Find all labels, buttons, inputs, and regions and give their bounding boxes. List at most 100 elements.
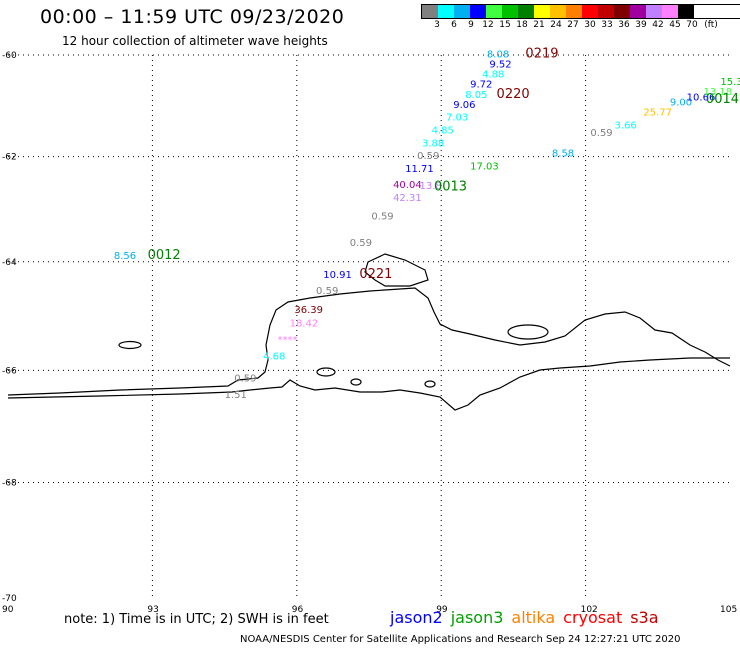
swh-label: 8.58 bbox=[552, 149, 574, 160]
lat-tick-label: -64 bbox=[2, 258, 17, 268]
lat-tick-label: -70 bbox=[2, 594, 17, 604]
legend-label: 24 bbox=[550, 20, 562, 30]
legend-label: 42 bbox=[652, 20, 664, 30]
swh-label: 17.03 bbox=[470, 162, 499, 173]
legend-label: 33 bbox=[601, 20, 613, 30]
coastline-path bbox=[7, 287, 731, 396]
islet-outline bbox=[118, 340, 142, 350]
swh-label: 9.00 bbox=[670, 97, 692, 108]
pass-time-label: 0014 bbox=[706, 92, 739, 107]
legend-swatch bbox=[534, 5, 550, 18]
swh-label: 0.59 bbox=[234, 373, 256, 384]
satellite-name: cryosat bbox=[563, 608, 623, 627]
swh-label: 7.03 bbox=[446, 113, 468, 124]
swh-label: 9.72 bbox=[470, 80, 492, 91]
legend-swatch bbox=[502, 5, 518, 18]
lon-tick-label: 102 bbox=[581, 605, 598, 615]
islet-outline bbox=[424, 380, 436, 388]
legend-label: 3 bbox=[434, 20, 440, 30]
units-note: note: 1) Time is in UTC; 2) SWH is in fe… bbox=[64, 612, 329, 627]
legend-swatch bbox=[630, 5, 646, 18]
swh-label: 4.68 bbox=[263, 351, 285, 362]
legend-swatch bbox=[422, 5, 438, 18]
islet-outline bbox=[316, 367, 336, 377]
swh-label: 4.88 bbox=[482, 70, 504, 81]
legend-label: 45 bbox=[669, 20, 681, 30]
lon-tick-label: 96 bbox=[292, 605, 304, 615]
legend-swatch bbox=[566, 5, 582, 18]
island-outline bbox=[364, 253, 429, 287]
legend-label: 12 bbox=[482, 20, 494, 30]
swh-label: 4.85 bbox=[432, 125, 454, 136]
swh-label: 11.71 bbox=[405, 164, 434, 175]
legend-swatch bbox=[454, 5, 470, 18]
map-title: 00:00 – 11:59 UTC 09/23/2020 bbox=[40, 6, 345, 28]
lat-tick-label: -62 bbox=[2, 153, 17, 163]
legend-swatch bbox=[486, 5, 502, 18]
swh-label: 0.59 bbox=[417, 151, 439, 162]
pass-time-label: 0220 bbox=[497, 87, 530, 102]
color-legend: 3 6 9 12 15 18 21 24 27 30 33 36 39 42 45 70 (ft) bbox=[421, 4, 740, 33]
swh-label: 8.05 bbox=[465, 90, 487, 101]
legend-swatch bbox=[662, 5, 678, 18]
lon-tick-label: 93 bbox=[147, 605, 158, 615]
legend-swatch bbox=[438, 5, 454, 18]
satellite-name: jason3 bbox=[450, 608, 504, 627]
legend-swatch bbox=[598, 5, 614, 18]
swh-label: **** bbox=[278, 335, 298, 346]
map-subtitle: 12 hour collection of altimeter wave hei… bbox=[62, 34, 328, 48]
legend-label: 6 bbox=[451, 20, 457, 30]
legend-swatch bbox=[470, 5, 486, 18]
legend-label: 21 bbox=[533, 20, 545, 30]
legend-label: 27 bbox=[567, 20, 579, 30]
swh-label: 10.66 bbox=[687, 92, 716, 103]
lon-tick-label: 99 bbox=[436, 605, 448, 615]
swh-label: 15.3 bbox=[720, 77, 740, 88]
wave-height-labels: 8.089.524.889.728.059.06 7.034.85 3.88 0.59… bbox=[114, 49, 740, 401]
swh-label: 1.51 bbox=[225, 390, 247, 401]
swh-label: 3.88 bbox=[422, 138, 444, 149]
swh-label: 0.59 bbox=[590, 128, 612, 139]
lon-tick-label: 105 bbox=[720, 605, 737, 615]
legend-label: 70 bbox=[686, 20, 698, 30]
swh-label: 40.04 bbox=[393, 180, 422, 191]
legend-swatch bbox=[550, 5, 566, 18]
pass-time-label: 0219 bbox=[525, 46, 558, 61]
pass-time-label: 0221 bbox=[359, 267, 392, 282]
satellite-legend: jason2 jason3 altika cryosat s3a bbox=[390, 608, 667, 627]
islet-outline bbox=[507, 324, 549, 340]
legend-swatch bbox=[582, 5, 598, 18]
swh-label: 36.39 bbox=[294, 305, 323, 316]
swh-label: 9.06 bbox=[453, 100, 475, 111]
swh-label: 42.31 bbox=[393, 193, 422, 204]
swh-label: 8.56 bbox=[114, 251, 136, 262]
antarctic-coastline bbox=[7, 253, 731, 411]
swh-label: 13.8 bbox=[420, 181, 442, 192]
legend-swatch bbox=[678, 5, 694, 18]
pass-time-labels: 0219 0220 0013 0012 0221 0014 bbox=[148, 46, 739, 281]
legend-swatch bbox=[646, 5, 662, 18]
legend-labels: 3 6 9 12 15 18 21 24 27 30 33 36 39 42 45 70 (ft) bbox=[421, 19, 740, 33]
swh-label: 0.59 bbox=[371, 211, 393, 222]
legend-label: 15 bbox=[499, 20, 511, 30]
pass-time-label: 0012 bbox=[148, 248, 181, 263]
swh-label: 0.59 bbox=[350, 238, 372, 249]
legend-label: 30 bbox=[584, 20, 596, 30]
satellite-name: s3a bbox=[630, 608, 659, 627]
legend-swatch bbox=[518, 5, 534, 18]
legend-label: 36 bbox=[618, 20, 630, 30]
islet-outline bbox=[350, 378, 362, 386]
swh-label: 25.77 bbox=[643, 108, 672, 119]
swh-label: 13.18 bbox=[704, 87, 733, 98]
lon-tick-label: 90 bbox=[2, 605, 14, 615]
swh-label: 8.08 bbox=[487, 49, 509, 60]
swh-label: 10.91 bbox=[323, 270, 352, 281]
ice-shelf-path bbox=[7, 357, 730, 411]
satellite-name: jason2 bbox=[390, 608, 443, 627]
swh-label: 9.52 bbox=[489, 60, 511, 71]
legend-label: 9 bbox=[468, 20, 474, 30]
lat-lon-grid bbox=[8, 54, 730, 598]
legend-label: 39 bbox=[635, 20, 647, 30]
